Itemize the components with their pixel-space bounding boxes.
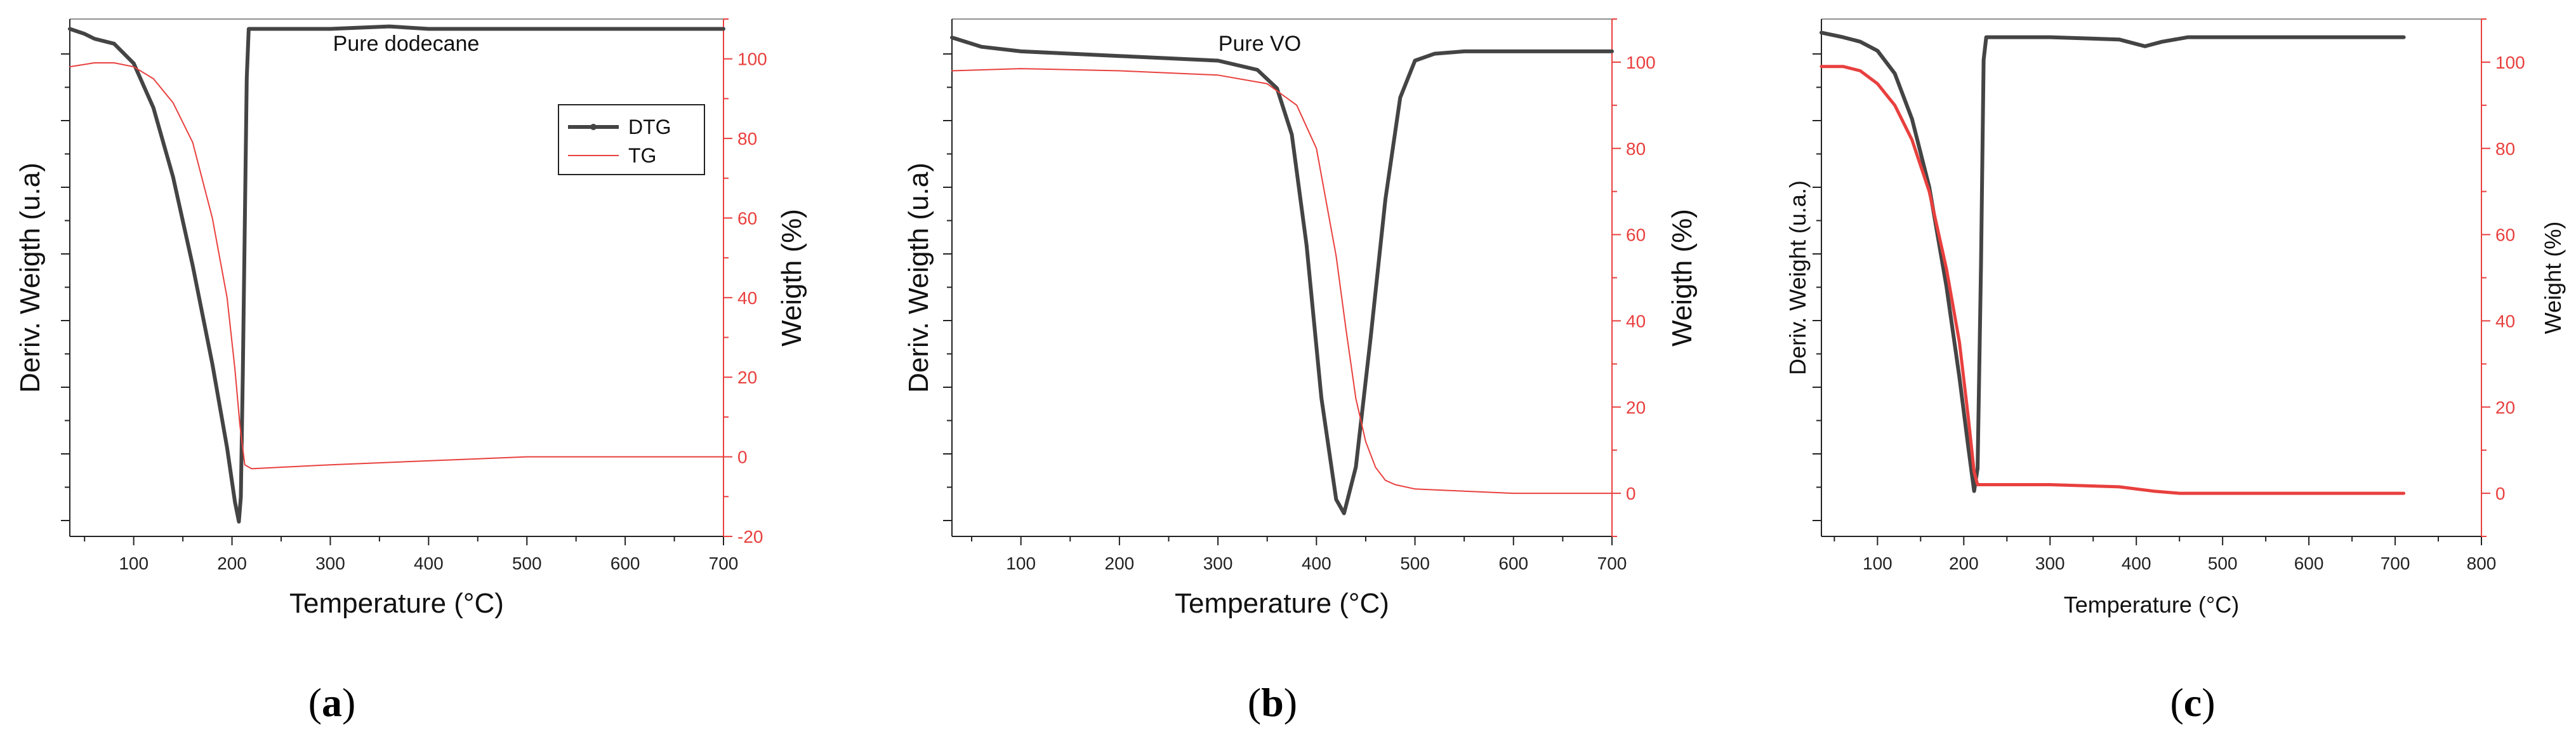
y-right-axis-title: Weigth (%) — [1667, 209, 1698, 347]
y-right-tick-label: 0 — [1626, 484, 1636, 503]
y-right-tick-label: 80 — [2495, 139, 2515, 159]
x-tick-label: 500 — [512, 554, 542, 573]
y-right-tick-label: 20 — [737, 368, 757, 387]
x-tick-label: 700 — [1597, 554, 1627, 573]
y-right-tick-label: 0 — [2495, 484, 2506, 503]
legend: DTG TG — [558, 104, 705, 175]
y-left-axis-title: Deriv. Weigth (u.a) — [903, 163, 934, 393]
x-tick-label: 200 — [1949, 554, 1979, 573]
y-right-tick-label: 100 — [1626, 53, 1656, 72]
panel-caption: (a) — [308, 680, 356, 725]
series-line-dtg — [68, 24, 725, 524]
panel-caption: (b) — [1248, 680, 1297, 725]
y-right-tick-label: 60 — [737, 208, 757, 228]
panel-c: 100 200 300 400 500 600 700 800 0 20 40 60 80 100 Temp… — [1785, 18, 2566, 725]
panel-a: 100 200 300 400 500 600 700 -20 0 20 40 60 80 100 Temp… — [15, 18, 807, 725]
x-tick-label: 100 — [1006, 554, 1036, 573]
x-tick-label: 300 — [1203, 554, 1233, 573]
x-tick-label: 300 — [315, 554, 345, 573]
panel-letter: c — [2184, 680, 2202, 725]
x-axis-title: Temperature (°C) — [2064, 592, 2239, 618]
x-tick-label: 200 — [1105, 554, 1135, 573]
y-right-tick-label: 40 — [1626, 311, 1646, 331]
legend-marker-dtg — [590, 124, 597, 130]
x-axis-title: Temperature (°C) — [1175, 588, 1389, 619]
y-right-tick-label: 20 — [1626, 397, 1646, 417]
x-tick-label: 400 — [2122, 554, 2151, 573]
panel-b: 100 200 300 400 500 600 700 0 20 40 60 80 100 Tempera… — [903, 18, 1698, 725]
panel-title: Pure VO — [1219, 32, 1301, 56]
legend-label-tg: TG — [628, 144, 656, 167]
panel-caption: (c) — [2170, 680, 2215, 725]
x-tick-label: 200 — [217, 554, 247, 573]
x-tick-label: 600 — [1498, 554, 1528, 573]
y-right-tick-label: 100 — [2495, 53, 2525, 72]
legend-label-dtg: DTG — [628, 116, 671, 138]
y-right-tick-label: 80 — [1626, 139, 1646, 159]
y-right-axis-title: Weigth (%) — [776, 209, 807, 347]
y-right-tick-label: 100 — [737, 50, 767, 69]
y-right-tick-label: 60 — [1626, 225, 1646, 245]
panel-letter: a — [322, 680, 342, 725]
x-axis-title: Temperature (°C) — [289, 588, 504, 619]
y-left-axis-title: Deriv. Weigth (u.a) — [15, 163, 46, 393]
series-line-tg — [1820, 65, 2406, 495]
panel-letter: b — [1261, 680, 1284, 725]
x-tick-label: 700 — [2381, 554, 2410, 573]
x-tick-label: 500 — [1400, 554, 1430, 573]
y-right-tick-label: 20 — [2495, 397, 2515, 417]
series-line-dtg — [1820, 30, 2406, 493]
x-tick-label: 700 — [709, 554, 739, 573]
y-right-axis-title: Weight (%) — [2540, 222, 2566, 334]
series-line-dtg — [950, 36, 1614, 515]
y-right-tick-label: -20 — [737, 527, 763, 547]
x-tick-label: 600 — [2294, 554, 2324, 573]
x-tick-label: 100 — [1863, 554, 1892, 573]
series-line-tg — [951, 68, 1613, 495]
y-left-axis-title: Deriv. Weight (u.a.) — [1785, 180, 1811, 375]
x-tick-label: 600 — [611, 554, 640, 573]
panel-title: Pure dodecane — [333, 32, 480, 56]
y-right-tick-label: 60 — [2495, 225, 2515, 245]
y-right-tick-label: 40 — [737, 288, 757, 308]
x-tick-label: 500 — [2208, 554, 2238, 573]
x-tick-label: 300 — [2035, 554, 2065, 573]
x-tick-label: 800 — [2467, 554, 2497, 573]
series-line-tg — [69, 62, 724, 470]
y-right-tick-label: 40 — [2495, 311, 2515, 331]
x-tick-label: 400 — [1302, 554, 1331, 573]
y-right-tick-label: 80 — [737, 129, 757, 149]
legend-box — [558, 104, 705, 175]
x-tick-label: 100 — [119, 554, 149, 573]
y-right-tick-label: 0 — [737, 448, 748, 467]
x-tick-label: 400 — [414, 554, 444, 573]
